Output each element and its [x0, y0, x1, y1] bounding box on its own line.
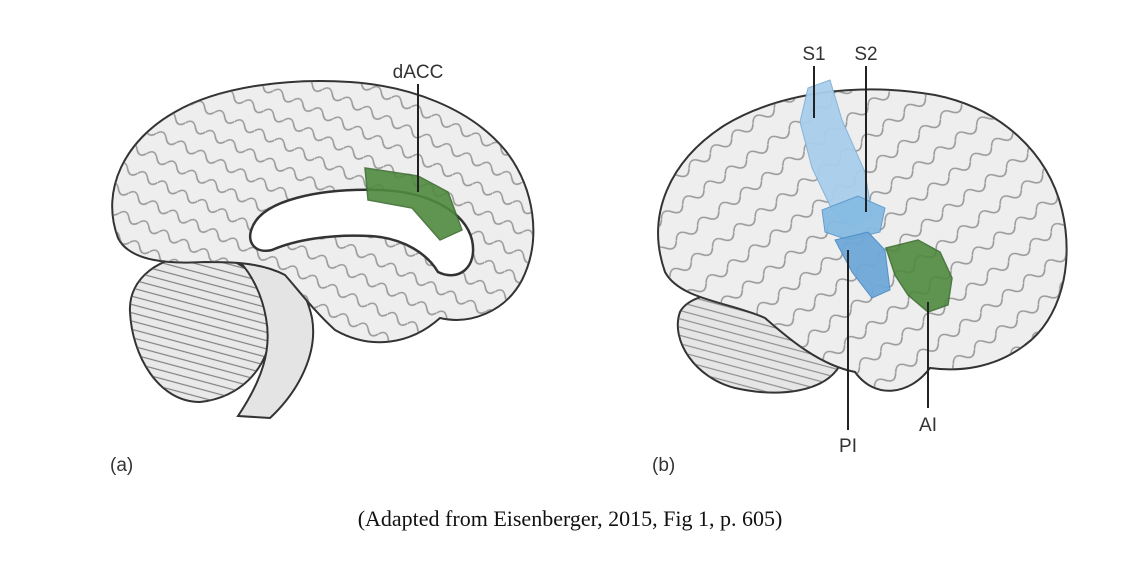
pi-region: [834, 231, 891, 299]
ai-label: AI: [919, 415, 937, 436]
lateral-brain: S1 S2 PI AI (b): [652, 44, 1068, 476]
s1-label: S1: [802, 44, 825, 65]
panel-b-label: (b): [652, 455, 675, 476]
s2-region: [821, 195, 886, 241]
dacc-region: [364, 167, 463, 241]
dacc-label: dACC: [393, 62, 444, 83]
pi-label: PI: [839, 436, 857, 457]
figure-canvas: dACC (a) S1 S2 PI AI (b): [110, 44, 1068, 476]
s2-label: S2: [854, 44, 877, 65]
medial-brain: dACC (a): [110, 62, 535, 476]
panel-a-label: (a): [110, 455, 133, 476]
figure-caption: (Adapted from Eisenberger, 2015, Fig 1, …: [357, 506, 783, 531]
ai-region: [885, 239, 953, 313]
